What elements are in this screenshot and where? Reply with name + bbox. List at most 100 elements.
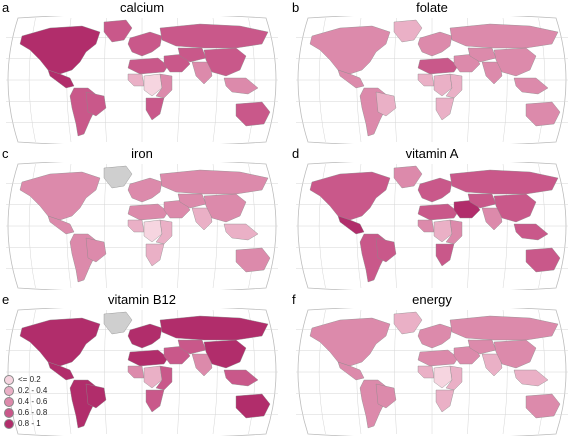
panel-title: iron <box>131 146 153 161</box>
region-mexico <box>47 215 75 235</box>
legend-label: 0.8 - 1 <box>18 419 41 428</box>
region-europe <box>417 31 453 57</box>
region-seasia <box>223 77 259 95</box>
region-greenland <box>103 19 133 43</box>
legend-item: 0.6 - 0.8 <box>4 407 47 418</box>
graticule-meridian <box>28 309 36 435</box>
region-africa_c <box>433 219 453 243</box>
region-africa_w <box>417 73 435 87</box>
legend-item: 0.8 - 1 <box>4 418 47 429</box>
region-africa_c <box>433 365 453 389</box>
region-brazil <box>375 237 397 263</box>
panel-title: calcium <box>119 0 165 15</box>
region-centralasia <box>467 193 497 209</box>
region-africa_s <box>145 389 165 413</box>
region-namerica <box>19 171 101 221</box>
region-china <box>493 47 537 77</box>
region-china <box>203 47 247 77</box>
region-mexico <box>47 69 75 89</box>
legend-label: 0.6 - 0.8 <box>18 408 48 417</box>
region-seasia <box>223 223 259 241</box>
region-europe <box>127 323 163 349</box>
legend-swatch <box>4 407 14 418</box>
region-europe <box>417 177 453 203</box>
region-africa_s <box>435 243 455 267</box>
map-legend: <= 0.2 0.2 - 0.4 0.4 - 0.6 0.6 - 0.8 0.8… <box>4 374 47 429</box>
region-africa_c <box>143 73 163 97</box>
panel-letter: d <box>292 146 300 161</box>
region-russia <box>449 23 559 49</box>
graticule-meridian <box>318 17 326 143</box>
map-panel-iron: c iron <box>0 146 284 290</box>
region-africa_c <box>433 73 453 97</box>
region-africa_n <box>127 57 169 75</box>
region-china <box>203 193 247 223</box>
region-centralasia <box>177 47 207 63</box>
world-map <box>6 162 278 290</box>
region-centralasia <box>467 47 497 63</box>
map-panel-vitamin-b12: e vitamin B12 <= 0.2 0.2 - 0.4 0.4 - 0.6… <box>0 292 284 436</box>
region-africa_c <box>143 219 163 243</box>
region-europe <box>417 323 453 349</box>
region-australia <box>525 101 561 127</box>
region-brazil <box>375 91 397 117</box>
graticule-meridian <box>28 17 36 143</box>
region-russia <box>159 315 269 341</box>
world-map <box>296 16 568 144</box>
region-africa_s <box>145 243 165 267</box>
region-russia <box>449 169 559 195</box>
region-europe <box>127 31 163 57</box>
region-brazil <box>375 383 397 409</box>
region-namerica <box>309 171 391 221</box>
region-africa_n <box>127 203 169 221</box>
region-brazil <box>85 237 107 263</box>
region-russia <box>449 315 559 341</box>
legend-swatch <box>4 385 14 396</box>
panel-letter: e <box>2 292 10 307</box>
region-brazil <box>85 383 107 409</box>
region-africa_w <box>127 73 145 87</box>
region-china <box>493 339 537 369</box>
graticule-meridian <box>318 309 326 435</box>
graticule-meridian <box>28 163 36 289</box>
region-brazil <box>85 91 107 117</box>
region-seasia <box>513 223 549 241</box>
region-namerica <box>309 25 391 75</box>
region-mexico <box>337 69 365 89</box>
region-africa_c <box>143 365 163 389</box>
region-seasia <box>223 369 259 387</box>
region-centralasia <box>177 339 207 355</box>
world-map <box>296 308 568 436</box>
region-europe <box>127 177 163 203</box>
region-centralasia <box>177 193 207 209</box>
region-seasia <box>513 77 549 95</box>
region-australia <box>235 101 271 127</box>
legend-item: 0.2 - 0.4 <box>4 385 47 396</box>
region-australia <box>235 247 271 273</box>
world-map <box>6 16 278 144</box>
panel-letter: f <box>292 292 296 307</box>
region-africa_n <box>417 349 459 367</box>
legend-label: 0.4 - 0.6 <box>18 397 48 406</box>
panel-letter: c <box>2 146 9 161</box>
region-seasia <box>513 369 549 387</box>
region-africa_n <box>127 349 169 367</box>
region-mexico <box>337 215 365 235</box>
legend-item: <= 0.2 <box>4 374 47 385</box>
legend-swatch <box>4 374 14 385</box>
map-panel-folate: b folate <box>290 0 574 144</box>
region-russia <box>159 23 269 49</box>
panel-title: folate <box>416 0 448 15</box>
region-greenland <box>393 19 423 43</box>
region-africa_n <box>417 203 459 221</box>
region-centralasia <box>467 339 497 355</box>
panel-title: energy <box>412 292 452 307</box>
legend-item: 0.4 - 0.6 <box>4 396 47 407</box>
region-australia <box>525 247 561 273</box>
world-map <box>296 162 568 290</box>
world-map <box>6 308 278 436</box>
region-greenland <box>393 311 423 335</box>
panel-title: vitamin A <box>405 146 459 161</box>
panel-letter: b <box>292 0 300 15</box>
region-greenland <box>103 311 133 335</box>
